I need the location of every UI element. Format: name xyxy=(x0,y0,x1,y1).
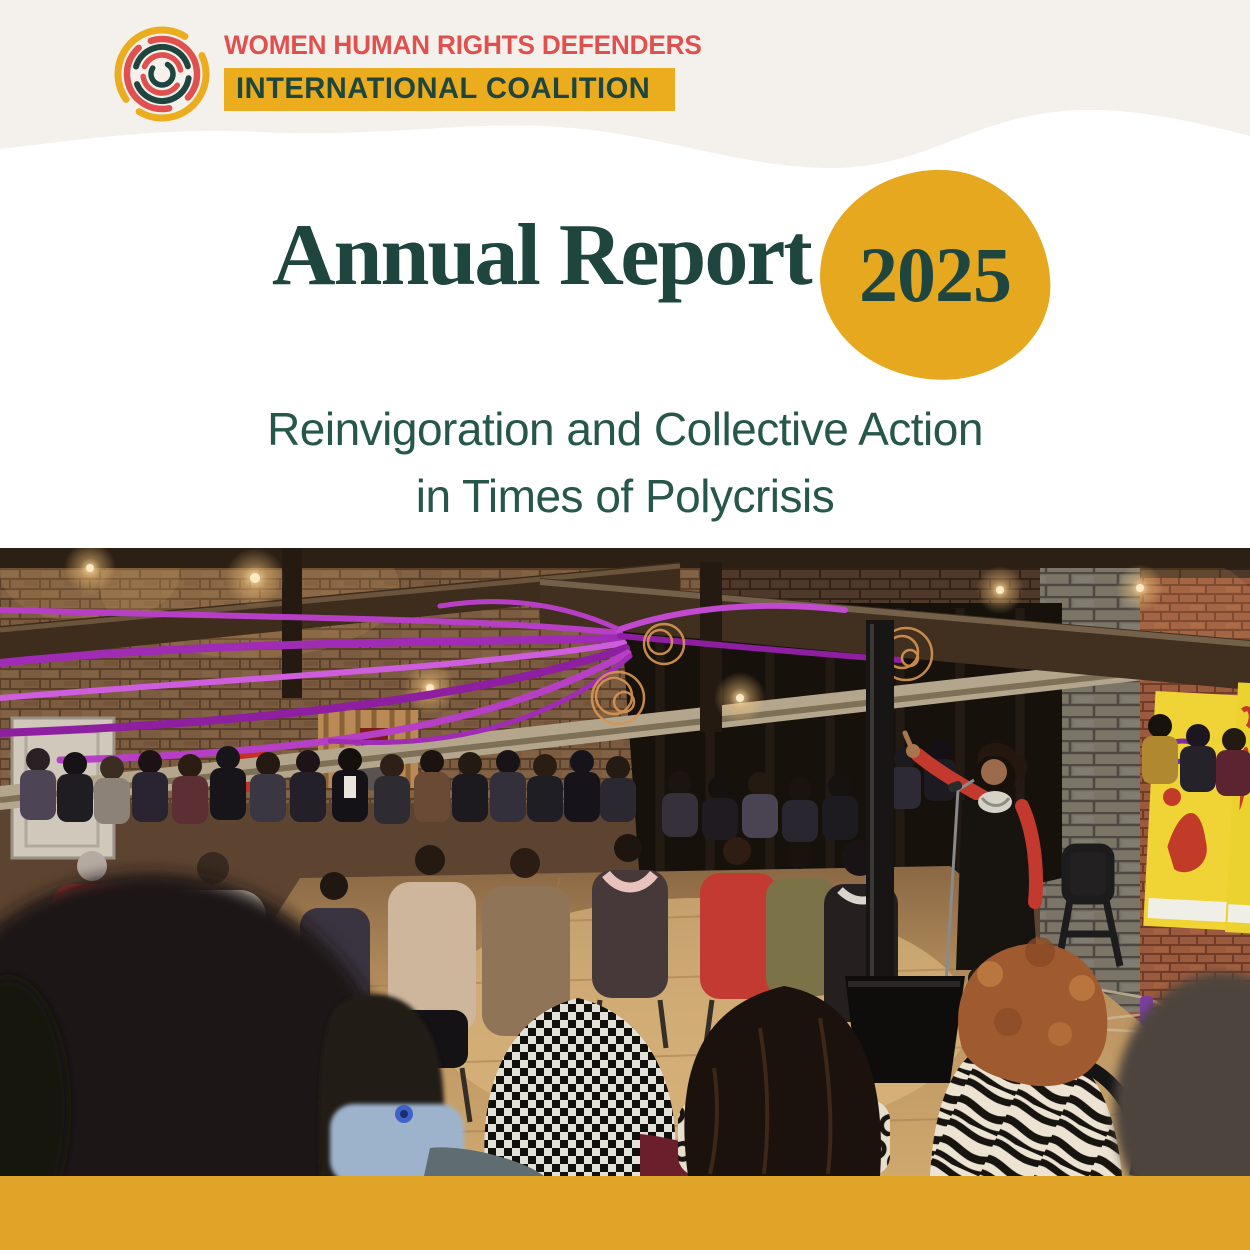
ceiling-band xyxy=(0,548,1250,568)
footer-accent-bar xyxy=(0,1176,1250,1250)
purple-streamers xyxy=(0,599,903,764)
org-name-line2: INTERNATIONAL COALITION xyxy=(236,72,651,105)
foreground-audience xyxy=(0,873,1250,1250)
org-name-bar: INTERNATIONAL COALITION xyxy=(224,68,676,111)
speaker-stand-pole xyxy=(845,620,965,1083)
event-photo-illustration xyxy=(0,518,1250,1250)
keffiyeh-person xyxy=(424,998,770,1176)
warm-lights xyxy=(64,542,1164,724)
dark-hair-person xyxy=(678,986,890,1176)
crowd-standing xyxy=(20,714,1250,842)
year-text: 2025 xyxy=(859,231,1011,318)
coalition-logo-icon xyxy=(114,26,210,122)
subtitle-line2: in Times of Polycrisis xyxy=(415,470,835,522)
header-brand: WOMEN HUMAN RIGHTS DEFENDERS INTERNATION… xyxy=(112,24,716,124)
org-name-line1: WOMEN HUMAN RIGHTS DEFENDERS xyxy=(224,30,702,60)
event-photo xyxy=(0,518,1250,1250)
subtitle-line1: Reinvigoration and Collective Action xyxy=(267,403,983,455)
zebra-print-person xyxy=(930,937,1147,1178)
org-name: WOMEN HUMAN RIGHTS DEFENDERS INTERNATION… xyxy=(224,24,716,111)
report-subtitle: Reinvigoration and Collective Action in … xyxy=(0,396,1250,530)
folding-chair xyxy=(1054,843,1124,967)
report-title: Annual Report xyxy=(272,207,813,304)
